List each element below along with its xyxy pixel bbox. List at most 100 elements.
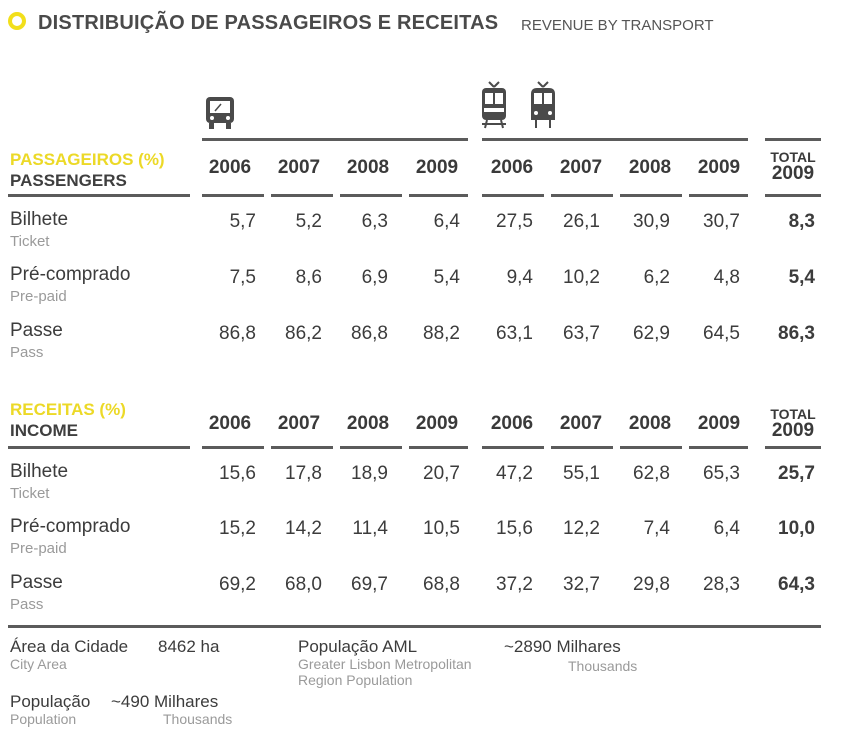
cell-value: 86,8	[351, 323, 388, 344]
cell-total: 8,3	[788, 211, 815, 232]
cell-value: 6,4	[433, 211, 460, 232]
cell-value: 30,9	[633, 211, 670, 232]
passengers-header-pt: PASSAGEIROS (%)	[10, 150, 165, 169]
cell-value: 9,4	[506, 267, 533, 288]
cell-value: 5,4	[433, 267, 460, 288]
cell-value: 69,2	[219, 574, 256, 595]
cell-value: 28,3	[703, 574, 740, 595]
year-header: 2006	[208, 157, 252, 178]
year-header: 2008	[628, 413, 672, 434]
cell-value: 62,8	[633, 463, 670, 484]
population-sublabel: Population	[10, 711, 77, 727]
city-area-sublabel: City Area	[10, 656, 67, 672]
cell-value: 64,5	[703, 323, 740, 344]
cell-value: 10,2	[563, 267, 600, 288]
year-header: 2006	[490, 157, 534, 178]
cell-value: 5,2	[295, 211, 322, 232]
year-header: 2009	[415, 157, 459, 178]
year-header: 2009	[415, 413, 459, 434]
total-header: TOTAL 2009	[760, 150, 826, 184]
city-area-label: Área da Cidade	[10, 637, 129, 656]
cell-value: 4,8	[713, 267, 740, 288]
cell-value: 15,6	[219, 463, 256, 484]
cell-total: 64,3	[778, 574, 815, 595]
cell-value: 6,9	[361, 267, 388, 288]
cell-value: 88,2	[423, 323, 460, 344]
title-circle-icon	[8, 12, 26, 30]
year-header: 2009	[697, 157, 741, 178]
cell-value: 17,8	[285, 463, 322, 484]
income-header-en: INCOME	[10, 421, 78, 440]
cell-value: 68,0	[285, 574, 322, 595]
cell-value: 47,2	[496, 463, 533, 484]
cell-value: 68,8	[423, 574, 460, 595]
year-header: 2009	[697, 413, 741, 434]
cell-value: 6,4	[713, 518, 740, 539]
tram-icon	[482, 81, 555, 129]
year-header: 2007	[559, 413, 603, 434]
population-value-unit: Thousands	[163, 711, 233, 727]
cell-value: 8,6	[295, 267, 322, 288]
page-title: DISTRIBUIÇÃO DE PASSAGEIROS E RECEITAS	[38, 12, 499, 34]
cell-value: 63,1	[496, 323, 533, 344]
income-header-pt: RECEITAS (%)	[10, 400, 126, 419]
total-label-line2: 2009	[771, 420, 815, 441]
cell-value: 5,7	[229, 211, 256, 232]
cell-value: 18,9	[351, 463, 388, 484]
cell-value: 30,7	[703, 211, 740, 232]
cell-value: 20,7	[423, 463, 460, 484]
cell-total: 25,7	[778, 463, 815, 484]
row-label: Bilhete	[10, 209, 69, 230]
passengers-header-en: PASSENGERS	[10, 171, 127, 190]
cell-value: 86,8	[219, 323, 256, 344]
aml-population-value-unit: Thousands	[568, 658, 638, 674]
year-header: 2007	[277, 157, 321, 178]
row-label: Pré-comprado	[10, 516, 131, 537]
cell-value: 6,3	[361, 211, 388, 232]
total-label-line1: TOTAL	[770, 406, 816, 422]
total-label-line1: TOTAL	[770, 149, 816, 165]
cell-total: 86,3	[778, 323, 815, 344]
row-sublabel: Ticket	[10, 233, 50, 250]
year-header: 2007	[559, 157, 603, 178]
cell-value: 11,4	[352, 518, 388, 539]
row-sublabel: Pre-paid	[10, 540, 67, 557]
cell-value: 65,3	[703, 463, 740, 484]
row-sublabel: Pre-paid	[10, 288, 67, 305]
cell-value: 26,1	[563, 211, 600, 232]
population-value: ~490 Milhares	[111, 692, 219, 711]
aml-population-value: ~2890 Milhares	[504, 637, 621, 656]
aml-population-sublabel-1: Greater Lisbon Metropolitan	[298, 656, 472, 672]
cell-value: 55,1	[563, 463, 600, 484]
year-header: 2008	[346, 413, 390, 434]
cell-value: 15,6	[496, 518, 533, 539]
cell-value: 62,9	[633, 323, 670, 344]
cell-total: 5,4	[788, 267, 815, 288]
cell-value: 86,2	[285, 323, 322, 344]
row-sublabel: Pass	[10, 344, 44, 361]
year-header: 2008	[628, 157, 672, 178]
page-subtitle: REVENUE BY TRANSPORT	[521, 17, 714, 34]
cell-total: 10,0	[778, 518, 815, 539]
cell-value: 69,7	[351, 574, 388, 595]
year-header: 2006	[208, 413, 252, 434]
total-header: TOTAL 2009	[760, 407, 826, 441]
row-label: Passe	[10, 320, 63, 341]
cell-value: 10,5	[423, 518, 460, 539]
cell-value: 37,2	[496, 574, 533, 595]
city-area-value: 8462 ha	[158, 637, 220, 656]
row-label: Pré-comprado	[10, 264, 131, 285]
cell-value: 32,7	[563, 574, 600, 595]
cell-value: 6,2	[643, 267, 670, 288]
aml-population-sublabel-2: Region Population	[298, 672, 413, 688]
year-header: 2007	[277, 413, 321, 434]
cell-value: 29,8	[633, 574, 670, 595]
year-header: 2006	[490, 413, 534, 434]
population-label: População	[10, 692, 91, 711]
row-label: Bilhete	[10, 461, 69, 482]
cell-value: 7,4	[643, 518, 670, 539]
cell-value: 27,5	[496, 211, 533, 232]
cell-value: 7,5	[229, 267, 256, 288]
aml-population-label: População AML	[298, 637, 418, 656]
cell-value: 12,2	[563, 518, 600, 539]
